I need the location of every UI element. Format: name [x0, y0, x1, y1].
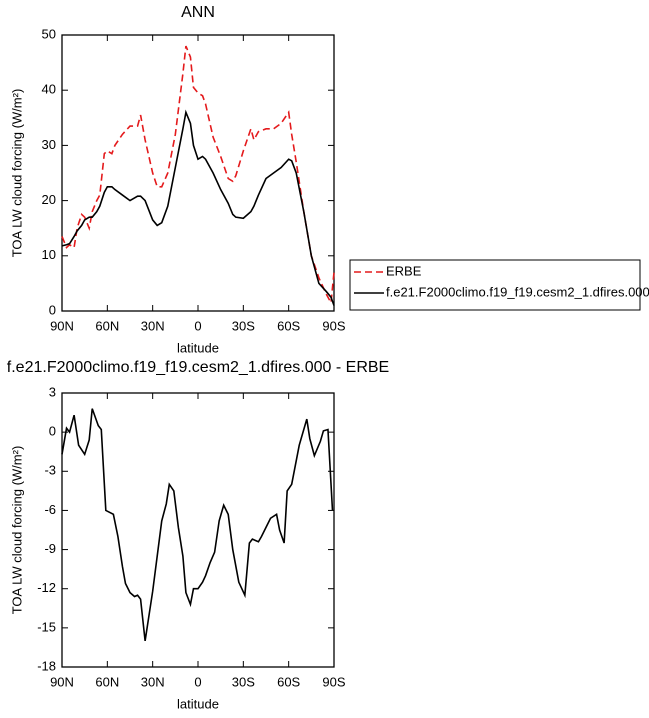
- x-tick-label: 60S: [277, 318, 300, 333]
- legend-label: f.e21.F2000climo.f19_f19.cesm2_1.dfires.…: [386, 284, 649, 299]
- y-axis-label: TOA LW cloud forcing (W/m²): [9, 89, 24, 258]
- y-tick-label: -6: [44, 502, 56, 517]
- x-tick-label: 0: [194, 674, 201, 689]
- x-tick-label: 60N: [95, 674, 119, 689]
- y-tick-label: 0: [49, 302, 56, 317]
- y-tick-label: 50: [42, 26, 56, 41]
- x-tick-label: 90S: [322, 674, 345, 689]
- x-tick-label: 90S: [322, 318, 345, 333]
- y-tick-label: -3: [44, 463, 56, 478]
- chart-title: ANN: [181, 4, 215, 21]
- y-tick-label: -18: [37, 658, 56, 673]
- y-tick-label: 10: [42, 247, 56, 262]
- x-tick-label: 30S: [232, 674, 255, 689]
- x-axis-label: latitude: [177, 340, 219, 355]
- plot-frame: [61, 34, 335, 312]
- y-tick-label: -9: [44, 541, 56, 556]
- data-line: [61, 109, 335, 306]
- legend-box: [349, 259, 641, 311]
- x-tick-label: 60N: [95, 318, 119, 333]
- legend-label: ERBE: [386, 263, 422, 278]
- plot-frame: [61, 392, 335, 668]
- chart-title: f.e21.F2000climo.f19_f19.cesm2_1.dfires.…: [7, 359, 389, 376]
- y-tick-label: 3: [49, 384, 56, 399]
- x-tick-label: 0: [194, 318, 201, 333]
- x-tick-label: 60S: [277, 674, 300, 689]
- y-tick-label: -12: [37, 580, 56, 595]
- x-tick-label: 30N: [141, 674, 165, 689]
- x-tick-label: 90N: [50, 318, 74, 333]
- data-line: [61, 408, 334, 642]
- y-tick-label: 0: [49, 424, 56, 439]
- x-axis-label: latitude: [177, 696, 219, 711]
- data-line: [61, 45, 335, 306]
- x-tick-label: 30S: [232, 318, 255, 333]
- x-tick-label: 30N: [141, 318, 165, 333]
- x-tick-label: 90N: [50, 674, 74, 689]
- y-axis-label: TOA LW cloud forcing (W/m²): [9, 446, 24, 615]
- y-tick-label: 40: [42, 82, 56, 97]
- y-tick-label: 30: [42, 137, 56, 152]
- y-tick-label: 20: [42, 192, 56, 207]
- y-tick-label: -15: [37, 619, 56, 634]
